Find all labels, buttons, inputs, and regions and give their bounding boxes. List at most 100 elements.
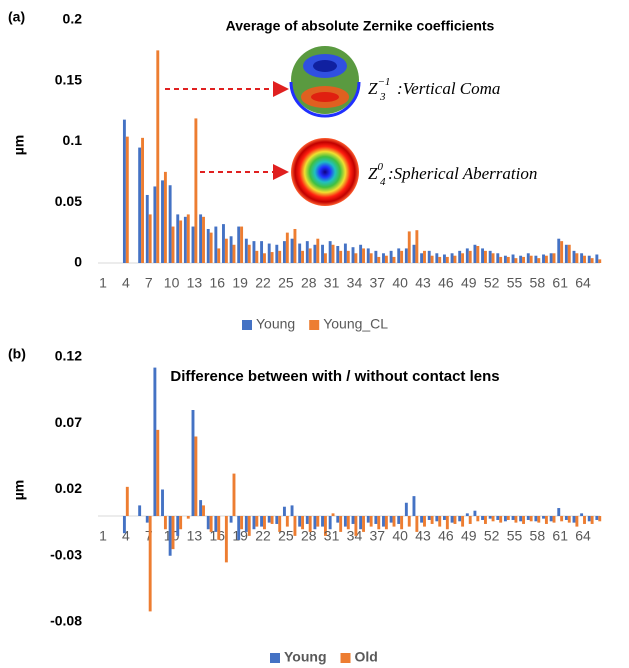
bar <box>260 241 264 263</box>
bar <box>275 244 279 263</box>
x-tick-label: 37 <box>370 275 386 291</box>
bar <box>590 516 594 524</box>
bar <box>293 228 297 263</box>
spherical-image <box>291 138 359 206</box>
bar <box>443 516 446 520</box>
bar <box>168 516 172 556</box>
bar <box>389 516 393 523</box>
bar <box>331 513 335 516</box>
x-tick-label: 7 <box>145 275 153 291</box>
bar <box>214 516 218 532</box>
bar <box>153 367 157 516</box>
bar <box>580 253 584 263</box>
bar <box>544 516 548 524</box>
bar <box>476 245 480 263</box>
bar <box>191 410 195 516</box>
x-tick-label: 16 <box>210 275 226 291</box>
bar <box>321 516 324 527</box>
bar <box>229 516 233 523</box>
bar <box>122 516 126 534</box>
bar <box>461 253 465 263</box>
annotation-sup: 0 <box>377 161 383 173</box>
bar <box>377 256 381 263</box>
bar <box>222 224 225 263</box>
x-tick-label: 34 <box>347 275 363 291</box>
bar <box>453 255 457 263</box>
bar <box>526 516 530 520</box>
y-tick-label: 0.12 <box>55 348 82 364</box>
bar <box>567 244 571 263</box>
bar <box>168 185 172 263</box>
x-tick-label: 52 <box>484 275 500 291</box>
bar <box>313 244 317 263</box>
bar <box>301 250 305 263</box>
bar <box>244 238 248 263</box>
bar <box>468 250 472 263</box>
bar <box>534 255 538 263</box>
bar <box>587 255 591 263</box>
bar <box>572 516 576 523</box>
bar <box>145 194 149 263</box>
x-tick-label: 13 <box>187 275 203 291</box>
bar <box>564 244 568 263</box>
x-tick-label: 4 <box>122 528 130 544</box>
bar <box>161 180 164 263</box>
x-tick-label: 13 <box>187 528 203 544</box>
bar <box>125 486 129 516</box>
bar <box>176 516 180 536</box>
bar <box>260 516 264 527</box>
y-tick-label: 0.05 <box>55 193 82 209</box>
bar <box>542 254 545 263</box>
bar <box>237 226 241 263</box>
bar <box>557 238 561 263</box>
bar <box>529 255 533 263</box>
bar <box>369 253 373 263</box>
x-tick-label: 10 <box>164 275 180 291</box>
bar <box>366 248 370 263</box>
bar <box>580 513 584 516</box>
bar <box>423 250 426 263</box>
bar <box>392 516 396 527</box>
bar <box>481 248 484 263</box>
bar <box>503 516 507 522</box>
y-axis-label: µm <box>11 480 27 501</box>
x-tick-label: 1 <box>99 528 107 544</box>
bar <box>278 250 282 263</box>
bar <box>186 214 190 263</box>
bar <box>427 250 431 263</box>
bar <box>412 244 416 263</box>
bar <box>514 516 518 523</box>
bar <box>263 516 266 530</box>
bar <box>278 516 282 532</box>
panel-label: (a) <box>8 9 25 25</box>
bar <box>351 247 355 263</box>
bar <box>366 516 370 523</box>
bar <box>590 258 594 263</box>
bar <box>384 516 388 530</box>
bar <box>503 255 507 263</box>
bar <box>263 253 266 263</box>
bar <box>450 516 454 523</box>
bar <box>346 516 350 530</box>
bar <box>247 516 251 536</box>
bar <box>537 258 541 263</box>
bar <box>191 226 195 263</box>
bar <box>156 429 160 516</box>
annotation-text: :Vertical Coma <box>397 79 500 98</box>
bar <box>412 496 416 516</box>
bar <box>496 253 500 263</box>
bar <box>420 516 424 523</box>
bar <box>255 516 259 527</box>
bar <box>453 516 457 524</box>
bar <box>214 226 218 263</box>
coma-image <box>289 46 361 118</box>
bar <box>404 502 408 516</box>
bar <box>148 214 152 263</box>
bar <box>430 255 434 263</box>
x-tick-label: 40 <box>392 528 408 544</box>
bar <box>461 516 465 527</box>
x-tick-label: 31 <box>324 528 340 544</box>
bar <box>374 516 378 524</box>
